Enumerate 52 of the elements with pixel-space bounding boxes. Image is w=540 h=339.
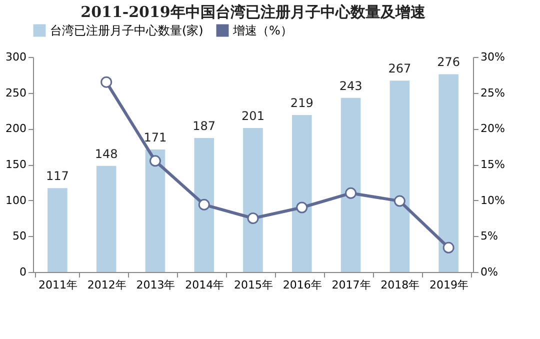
bar [292,115,312,272]
bar [48,188,68,272]
y2-tick-label: 10% [480,194,505,207]
x-tick-label: 2016年 [282,278,322,292]
y2-tick-label: 0% [480,266,498,278]
point [149,155,161,167]
x-tick-label: 2017年 [332,278,371,292]
y2-tick-label: 30% [480,50,505,64]
point [198,198,210,210]
x-tick-label: 2018年 [380,278,420,292]
point [345,187,357,199]
y-tick-label: 100 [6,194,26,207]
data-label: 117 [46,169,69,184]
bar [243,128,263,272]
point [296,202,308,214]
data-label: 187 [192,118,216,133]
point [442,242,454,254]
y2-tick-label: 20% [480,122,505,136]
data-label: 148 [94,146,118,161]
data-label: 201 [242,108,264,123]
bar [438,74,458,272]
y2-tick-label: 5% [480,230,498,243]
x-tick-label: 2019年 [430,278,469,292]
data-label: 276 [437,55,460,70]
point [394,195,406,207]
data-label: 219 [290,96,314,110]
bar [145,149,166,272]
chart-title: 2011-2019年中国台湾已注册月子中心数量及增速 [80,3,426,21]
bar [390,80,410,272]
y-tick-label: 300 [6,50,26,64]
point [247,212,259,224]
data-label: 243 [339,78,362,93]
bar [340,98,361,272]
legend-label: 台湾已注册月子中心数量(家) [50,24,204,38]
y-tick-label: 150 [6,158,26,171]
y2-tick-label: 25% [480,86,505,100]
bar [96,166,116,272]
y-tick-label: 50 [12,230,26,243]
y-tick-label: 250 [6,86,26,100]
y2-tick-label: 15% [480,158,505,171]
y-tick-label: 0 [20,266,26,278]
data-label: 171 [144,130,167,144]
legend-label: 增速（%） [232,24,292,38]
x-tick-label: 2015年 [234,278,273,292]
x-tick-label: 2012年 [87,278,126,292]
data-label: 267 [388,62,412,76]
x-tick-label: 2011年 [38,278,78,292]
x-tick-label: 2013年 [136,278,176,292]
bar [194,138,214,272]
x-tick-label: 2014年 [185,278,224,292]
point [100,76,112,88]
y-tick-label: 200 [6,122,26,136]
